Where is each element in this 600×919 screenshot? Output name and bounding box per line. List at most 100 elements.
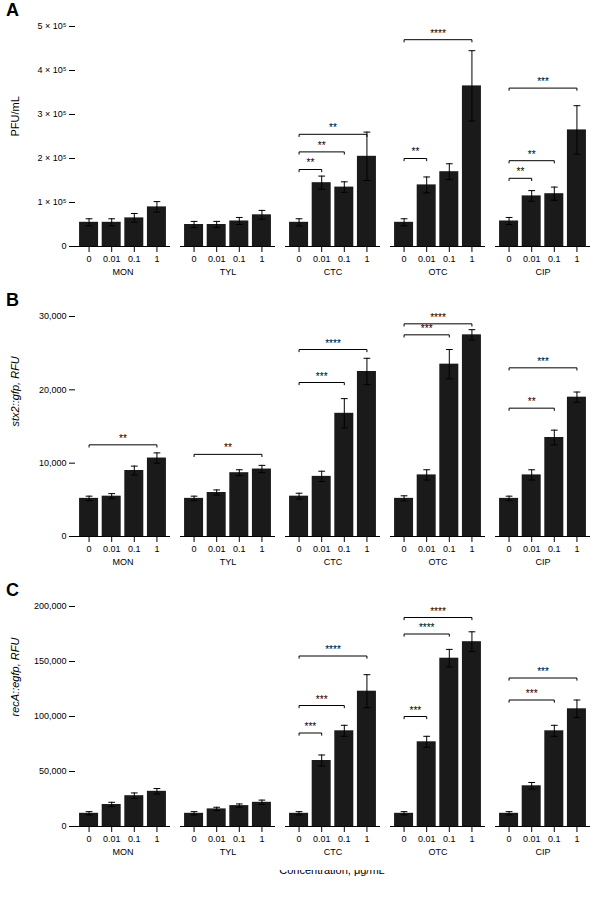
svg-text:**: ** xyxy=(119,433,127,444)
svg-text:0: 0 xyxy=(87,254,92,264)
svg-text:***: *** xyxy=(537,666,549,677)
svg-text:**: ** xyxy=(329,122,337,133)
svg-text:**: ** xyxy=(318,140,326,151)
svg-text:0.01: 0.01 xyxy=(313,544,331,554)
svg-text:1: 1 xyxy=(259,834,264,844)
svg-text:stx2::gfp, RFU: stx2::gfp, RFU xyxy=(9,356,21,426)
svg-text:CTC: CTC xyxy=(324,557,343,567)
svg-text:CTC: CTC xyxy=(324,267,343,277)
svg-text:0.1: 0.1 xyxy=(233,544,246,554)
svg-text:0: 0 xyxy=(61,241,66,251)
svg-text:****: **** xyxy=(325,644,341,655)
svg-text:**: ** xyxy=(306,157,314,168)
svg-text:recA::egfp, RFU: recA::egfp, RFU xyxy=(9,638,21,717)
svg-text:0.1: 0.1 xyxy=(128,254,141,264)
svg-text:0: 0 xyxy=(402,254,407,264)
svg-text:3 × 10⁵: 3 × 10⁵ xyxy=(37,109,66,119)
svg-text:****: **** xyxy=(419,622,435,633)
svg-text:TYL: TYL xyxy=(220,267,237,277)
svg-text:OTC: OTC xyxy=(429,557,448,567)
svg-text:0: 0 xyxy=(402,544,407,554)
svg-text:0.1: 0.1 xyxy=(338,544,351,554)
svg-text:0.01: 0.01 xyxy=(418,254,436,264)
svg-text:0: 0 xyxy=(507,544,512,554)
svg-text:CIP: CIP xyxy=(535,267,550,277)
svg-text:0.1: 0.1 xyxy=(548,834,561,844)
svg-text:0.1: 0.1 xyxy=(443,544,456,554)
svg-text:0.1: 0.1 xyxy=(548,254,561,264)
svg-text:200,000: 200,000 xyxy=(34,601,67,611)
svg-text:1: 1 xyxy=(469,834,474,844)
svg-text:****: **** xyxy=(430,28,446,39)
svg-text:***: *** xyxy=(421,323,433,334)
svg-text:1: 1 xyxy=(469,544,474,554)
svg-text:0: 0 xyxy=(507,254,512,264)
svg-text:***: *** xyxy=(537,356,549,367)
svg-text:TYL: TYL xyxy=(220,847,237,857)
svg-text:0: 0 xyxy=(192,544,197,554)
svg-text:1: 1 xyxy=(364,254,369,264)
svg-text:1: 1 xyxy=(469,254,474,264)
svg-text:1: 1 xyxy=(154,254,159,264)
svg-text:2 × 10⁵: 2 × 10⁵ xyxy=(37,153,66,163)
svg-text:10,000: 10,000 xyxy=(39,458,67,468)
svg-text:MON: MON xyxy=(113,557,134,567)
svg-text:***: *** xyxy=(316,694,328,705)
svg-text:0.1: 0.1 xyxy=(338,834,351,844)
svg-text:TYL: TYL xyxy=(220,557,237,567)
svg-text:0.1: 0.1 xyxy=(128,834,141,844)
svg-text:0.01: 0.01 xyxy=(418,834,436,844)
svg-text:0.01: 0.01 xyxy=(523,834,541,844)
svg-text:0.01: 0.01 xyxy=(313,834,331,844)
svg-text:0: 0 xyxy=(61,531,66,541)
svg-text:0: 0 xyxy=(61,821,66,831)
svg-text:0: 0 xyxy=(402,834,407,844)
svg-text:0: 0 xyxy=(297,544,302,554)
svg-text:MON: MON xyxy=(113,267,134,277)
svg-text:0: 0 xyxy=(87,834,92,844)
svg-text:0: 0 xyxy=(297,254,302,264)
svg-text:**: ** xyxy=(516,166,524,177)
svg-text:0: 0 xyxy=(192,254,197,264)
svg-text:CIP: CIP xyxy=(535,557,550,567)
svg-text:***: *** xyxy=(537,76,549,87)
svg-text:0.1: 0.1 xyxy=(233,254,246,264)
svg-text:5 × 10⁵: 5 × 10⁵ xyxy=(37,21,66,31)
svg-text:***: *** xyxy=(410,705,422,716)
svg-text:1: 1 xyxy=(364,834,369,844)
svg-text:0.01: 0.01 xyxy=(103,544,121,554)
svg-text:0: 0 xyxy=(507,834,512,844)
svg-text:0.1: 0.1 xyxy=(443,254,456,264)
svg-text:PFU/mL: PFU/mL xyxy=(9,96,21,136)
svg-text:0.01: 0.01 xyxy=(313,254,331,264)
svg-text:1: 1 xyxy=(574,544,579,554)
svg-text:0.1: 0.1 xyxy=(548,544,561,554)
svg-text:0.1: 0.1 xyxy=(233,834,246,844)
svg-text:1: 1 xyxy=(364,544,369,554)
svg-text:****: **** xyxy=(430,312,446,323)
svg-text:1: 1 xyxy=(259,544,264,554)
svg-text:OTC: OTC xyxy=(429,847,448,857)
svg-text:1: 1 xyxy=(574,254,579,264)
svg-text:***: *** xyxy=(316,371,328,382)
svg-text:4 × 10⁵: 4 × 10⁵ xyxy=(37,65,66,75)
svg-text:0.1: 0.1 xyxy=(338,254,351,264)
svg-text:0.1: 0.1 xyxy=(443,834,456,844)
svg-text:0.01: 0.01 xyxy=(103,834,121,844)
svg-text:CTC: CTC xyxy=(324,847,343,857)
svg-text:30,000: 30,000 xyxy=(39,311,67,321)
svg-text:0.01: 0.01 xyxy=(523,544,541,554)
svg-text:20,000: 20,000 xyxy=(39,385,67,395)
svg-text:CIP: CIP xyxy=(535,847,550,857)
svg-text:0: 0 xyxy=(87,544,92,554)
svg-text:0.01: 0.01 xyxy=(208,834,226,844)
svg-text:0.01: 0.01 xyxy=(523,254,541,264)
svg-text:1: 1 xyxy=(259,254,264,264)
svg-text:0.01: 0.01 xyxy=(103,254,121,264)
svg-text:0.1: 0.1 xyxy=(128,544,141,554)
svg-text:**: ** xyxy=(528,396,536,407)
svg-text:150,000: 150,000 xyxy=(34,656,67,666)
svg-text:***: *** xyxy=(526,688,538,699)
svg-text:**: ** xyxy=(411,146,419,157)
svg-text:**: ** xyxy=(224,442,232,453)
